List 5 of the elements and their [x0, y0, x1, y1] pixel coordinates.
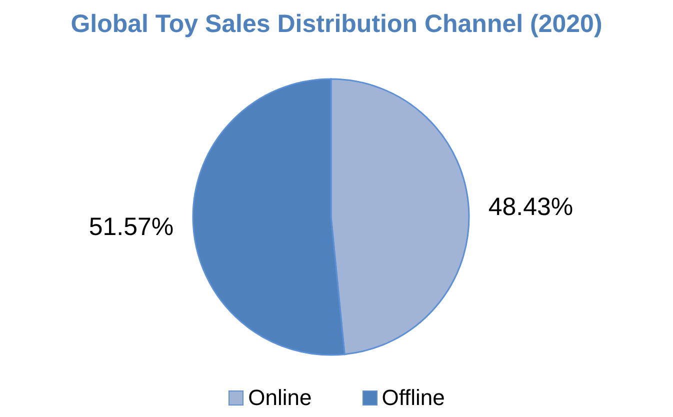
legend-label: Online [248, 385, 312, 411]
legend-label: Offline [382, 385, 445, 411]
chart-title: Global Toy Sales Distribution Channel (2020) [70, 10, 604, 39]
data-label: 51.57% [88, 212, 174, 241]
data-label: 48.43% [488, 193, 574, 222]
